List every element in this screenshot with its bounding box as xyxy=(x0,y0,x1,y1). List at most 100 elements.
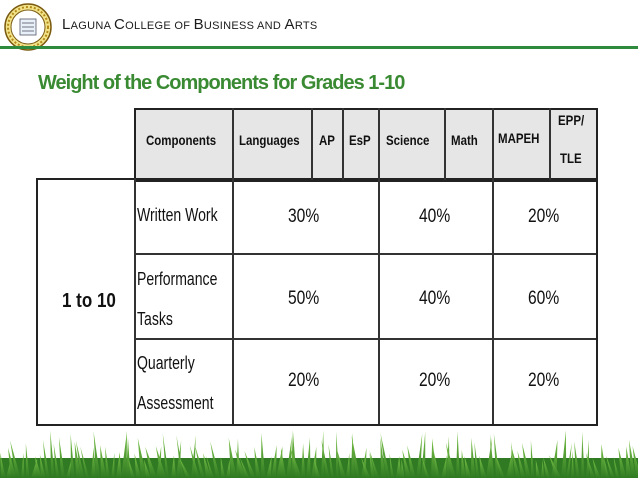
grass-blade xyxy=(235,449,247,478)
grass-blade xyxy=(220,456,226,478)
grass-blade xyxy=(134,453,142,478)
grass-blade xyxy=(144,459,151,478)
grass-blade xyxy=(626,446,632,478)
grass-blade xyxy=(58,436,66,478)
grass-blade xyxy=(369,452,376,478)
grass-blade xyxy=(276,446,283,478)
grass-blade xyxy=(266,456,272,478)
grass-blade xyxy=(105,446,110,478)
grass-blade xyxy=(321,439,330,478)
row1-group1-pct: 30% xyxy=(288,206,320,227)
grass-blade xyxy=(543,457,551,478)
grass-border-icon xyxy=(0,430,638,478)
header-components: Components xyxy=(146,132,217,148)
row3-group1-pct: 20% xyxy=(288,370,320,391)
grass-blade xyxy=(361,457,371,478)
grass-blade xyxy=(53,443,60,478)
grass-blade xyxy=(21,452,25,478)
grass-blade xyxy=(194,445,206,478)
header-science: Science xyxy=(386,132,430,148)
grass-blade xyxy=(389,453,395,478)
hdr-divider xyxy=(378,108,380,180)
grass-blade xyxy=(464,456,472,478)
grass-blade xyxy=(311,446,317,478)
body-divider xyxy=(232,178,234,424)
grass-blade xyxy=(396,456,402,478)
row-label-tasks: Tasks xyxy=(137,309,173,329)
header-math: Math xyxy=(451,132,478,148)
grass-blade xyxy=(407,445,416,478)
grass-blade xyxy=(121,430,127,478)
row2-group3-pct: 60% xyxy=(528,288,560,309)
grass-blade xyxy=(445,442,457,478)
grass-blade xyxy=(0,452,6,478)
grass-blade xyxy=(402,449,412,478)
grass-blade xyxy=(380,437,386,478)
grass-blade xyxy=(351,432,356,478)
grass-blade xyxy=(346,453,350,478)
grass-blade xyxy=(239,457,250,478)
row-label-written-work: Written Work xyxy=(137,205,218,225)
grass-blade xyxy=(369,450,380,478)
grass-blade xyxy=(632,446,638,478)
grass-blade xyxy=(286,436,292,478)
grass-blade xyxy=(592,458,601,478)
grass-blade xyxy=(116,451,122,478)
grass-blade xyxy=(535,459,541,478)
grass-blade xyxy=(618,447,627,478)
row3-group3-pct: 20% xyxy=(528,370,560,391)
row-label-quarterly: Quarterly xyxy=(137,353,195,373)
weights-table: Components Languages AP EsP Science Math… xyxy=(36,98,598,428)
grass-blade xyxy=(380,432,391,478)
header-tle: TLE xyxy=(560,150,582,166)
grass-blade xyxy=(629,439,637,478)
grass-blade xyxy=(530,440,535,478)
grass-blade xyxy=(585,452,595,478)
grass-blade xyxy=(571,450,575,478)
hdr-divider xyxy=(342,108,344,180)
grass-blade xyxy=(581,431,585,478)
grass-blade xyxy=(145,446,157,478)
grass-blade xyxy=(261,432,266,478)
header-rule xyxy=(0,46,638,49)
grass-blade xyxy=(25,443,30,478)
grass-blade xyxy=(228,437,237,478)
row1-group3-pct: 20% xyxy=(528,206,560,227)
grass-blade xyxy=(93,431,101,478)
grass-blade xyxy=(111,452,115,478)
grass-blade xyxy=(314,458,321,478)
grass-blade xyxy=(606,455,615,478)
body-divider xyxy=(378,178,380,424)
grass-blade xyxy=(10,440,21,478)
grass-blade xyxy=(155,445,167,478)
grass-blade xyxy=(203,453,212,478)
grass-blade xyxy=(321,430,325,478)
row2-group1-pct: 50% xyxy=(288,288,320,309)
grass-blade xyxy=(171,455,177,478)
row-label-performance: Performance xyxy=(137,269,218,289)
grass-blade xyxy=(176,435,185,478)
body-divider xyxy=(492,178,494,424)
grass-blade xyxy=(189,445,200,478)
grass-blade xyxy=(474,441,480,478)
grass-blade xyxy=(506,449,513,478)
grass-blade xyxy=(74,441,82,478)
grass-blade xyxy=(50,430,55,478)
table-body-border xyxy=(36,178,598,426)
grass-blade xyxy=(549,454,562,478)
grass-blade xyxy=(244,450,256,478)
grass-blade xyxy=(206,455,215,478)
grass-blade xyxy=(494,452,506,478)
row-divider xyxy=(134,338,596,340)
grass-blade xyxy=(561,430,567,478)
grass-blade xyxy=(613,456,620,478)
grass-blade xyxy=(137,437,147,478)
header-mapeh: MAPEH xyxy=(498,130,540,146)
grass-blade xyxy=(162,433,170,478)
grass-blade xyxy=(603,457,610,478)
body-divider xyxy=(134,178,136,424)
grass-blade xyxy=(401,459,405,478)
grass-blade xyxy=(179,457,191,478)
grass-blade xyxy=(461,449,466,478)
grass-blade xyxy=(517,450,526,478)
